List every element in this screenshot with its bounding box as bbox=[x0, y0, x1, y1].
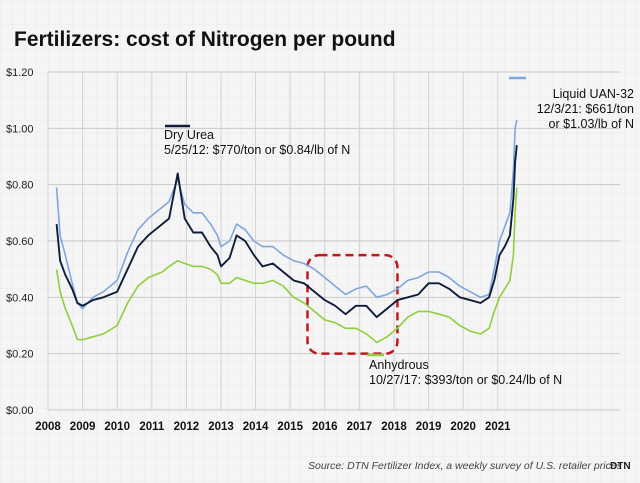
x-tick-label: 2019 bbox=[416, 421, 442, 433]
series-lines bbox=[55, 119, 518, 344]
x-tick-label: 2018 bbox=[381, 421, 407, 433]
series-line-liquid-uan-32 bbox=[55, 119, 518, 310]
annotation-line: 12/3/21: $661/ton bbox=[537, 102, 634, 116]
y-tick-label: $1.00 bbox=[6, 123, 34, 135]
y-tick-label: $0.00 bbox=[6, 405, 34, 417]
annotation-line: or $1.03/lb of N bbox=[549, 117, 634, 131]
y-tick-label: $0.60 bbox=[6, 236, 34, 248]
y-tick-label: $0.20 bbox=[6, 349, 34, 361]
x-tick-label: 2010 bbox=[104, 421, 130, 433]
highlight-box bbox=[306, 253, 399, 355]
x-tick-label: 2015 bbox=[277, 421, 303, 433]
annotation-line: Dry Urea bbox=[164, 128, 214, 142]
y-tick-label: $1.20 bbox=[6, 67, 34, 79]
x-tick-label: 2008 bbox=[35, 421, 61, 433]
y-tick-label: $0.80 bbox=[6, 180, 34, 192]
series-line-anhydrous bbox=[55, 187, 518, 344]
x-tick-label: 2014 bbox=[243, 421, 269, 433]
x-tick-label: 2013 bbox=[208, 421, 234, 433]
x-tick-label: 2009 bbox=[70, 421, 96, 433]
x-tick-label: 2012 bbox=[174, 421, 200, 433]
annotation-line: Anhydrous bbox=[369, 358, 429, 372]
annotation-line: 5/25/12: $770/ton or $0.84/lb of N bbox=[164, 143, 350, 157]
source-note: Source: DTN Fertilizer Index, a weekly s… bbox=[308, 460, 623, 472]
brand-logo: DTN bbox=[610, 461, 631, 472]
x-tick-label: 2016 bbox=[312, 421, 338, 433]
annotation-line: 10/27/17: $393/ton or $0.24/lb of N bbox=[369, 373, 562, 387]
series-line-dry-urea bbox=[55, 145, 518, 319]
y-tick-label: $0.40 bbox=[6, 292, 34, 304]
x-tick-label: 2011 bbox=[139, 421, 165, 433]
chart-title: Fertilizers: cost of Nitrogen per pound bbox=[14, 28, 396, 51]
x-tick-label: 2017 bbox=[347, 421, 373, 433]
axis-ticks: $0.00 $0.20 $0.40 $0.60 $0.80 $1.00 $1.20 2008 2… bbox=[6, 67, 511, 433]
highlight-region bbox=[306, 253, 399, 355]
annotation-line: Liquid UAN-32 bbox=[553, 87, 634, 101]
x-tick-label: 2021 bbox=[485, 421, 511, 433]
x-tick-label: 2020 bbox=[450, 421, 476, 433]
